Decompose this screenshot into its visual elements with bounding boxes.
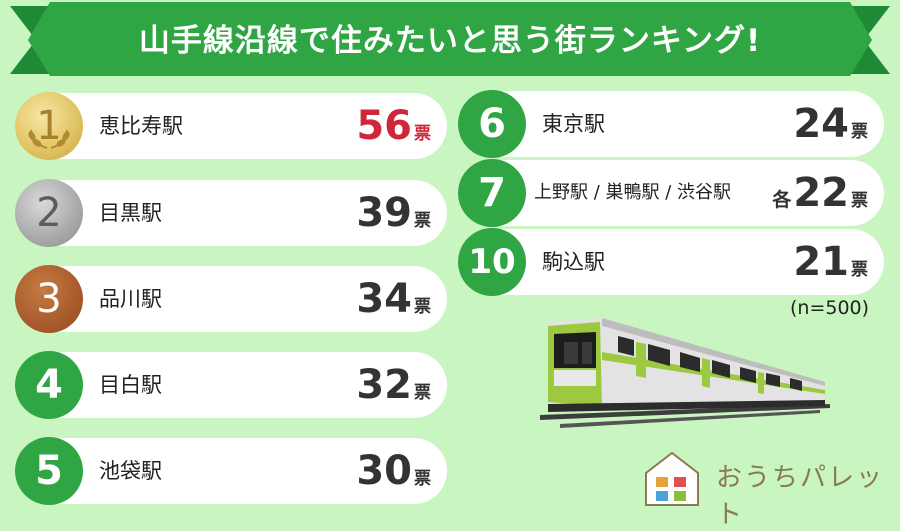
ranking-row: 10 駒込駅 21 票 xyxy=(458,228,884,296)
brand-logo: おうちパレット xyxy=(642,449,892,530)
medal-icon: 3 xyxy=(15,265,83,333)
vote-value: 34 xyxy=(356,276,412,322)
vote-count: 21 票 xyxy=(793,229,868,295)
station-name: 上野駅 / 巣鴨駅 / 渋谷駅 xyxy=(534,182,732,203)
row-background xyxy=(458,160,884,226)
ranking-row: 6 東京駅 24 票 xyxy=(458,90,884,158)
vote-unit: 票 xyxy=(851,191,868,211)
row-background xyxy=(15,180,447,246)
row-background xyxy=(15,93,447,159)
vote-value: 24 xyxy=(793,101,849,147)
rank-number: 7 xyxy=(478,170,506,216)
vote-unit: 票 xyxy=(414,297,431,317)
rank-number: 5 xyxy=(35,448,63,494)
rank-number: 2 xyxy=(36,190,62,236)
rank-badge: 5 xyxy=(15,437,83,505)
station-name: 駒込駅 xyxy=(542,250,605,274)
vote-count: 32 票 xyxy=(356,352,431,418)
rank-number: 4 xyxy=(35,362,63,408)
vote-count: 各22 票 xyxy=(772,160,868,226)
vote-unit: 票 xyxy=(414,469,431,489)
station-name: 品川駅 xyxy=(99,287,162,311)
vote-prefix: 各 xyxy=(772,189,792,211)
train-illustration xyxy=(540,318,830,428)
station-name: 池袋駅 xyxy=(99,459,162,483)
vote-unit: 票 xyxy=(414,124,431,144)
station-name: 東京駅 xyxy=(542,112,605,136)
row-background xyxy=(15,352,447,418)
station-name: 目黒駅 xyxy=(99,201,162,225)
vote-unit: 票 xyxy=(851,260,868,280)
vote-value: 56 xyxy=(356,103,412,149)
vote-count: 56 票 xyxy=(356,93,431,159)
station-name: 恵比寿駅 xyxy=(99,114,183,138)
page-title: 山手線沿線で住みたいと思う街ランキング! xyxy=(138,23,762,59)
vote-count: 39 票 xyxy=(356,180,431,246)
medal-icon: 1 xyxy=(15,92,83,160)
vote-unit: 票 xyxy=(414,211,431,231)
vote-unit: 票 xyxy=(851,122,868,142)
rank-number: 3 xyxy=(36,276,62,322)
row-background xyxy=(15,266,447,332)
house-logo-icon xyxy=(645,451,699,506)
row-background xyxy=(15,438,447,504)
ranking-row: 2 目黒駅 39 票 xyxy=(15,179,447,247)
vote-value: 21 xyxy=(793,239,849,285)
rank-badge: 6 xyxy=(458,90,526,158)
vote-unit: 票 xyxy=(414,383,431,403)
rank-badge: 4 xyxy=(15,351,83,419)
laurel-icon xyxy=(28,129,70,149)
vote-count: 34 票 xyxy=(356,266,431,332)
vote-value: 22 xyxy=(793,170,849,216)
ranking-row: 5 池袋駅 30 票 xyxy=(15,437,447,505)
ranking-row: 3 品川駅 34 票 xyxy=(15,265,447,333)
rank-number: 1 xyxy=(36,103,62,149)
vote-value: 39 xyxy=(356,190,412,236)
row-background xyxy=(458,229,884,295)
banner-ribbon-shape xyxy=(10,2,890,76)
ranking-row: 1 恵比寿駅 56 票 xyxy=(15,92,447,160)
rank-badge: 7 xyxy=(458,159,526,227)
brand-name: おうちパレット xyxy=(716,463,885,530)
medal-icon: 2 xyxy=(15,179,83,247)
vote-count: 30 票 xyxy=(356,438,431,504)
sample-size-note: (n=500) xyxy=(790,297,870,319)
vote-count: 24 票 xyxy=(793,91,868,157)
ranking-row: 4 目白駅 32 票 xyxy=(15,351,447,419)
row-background xyxy=(458,91,884,157)
rank-badge: 10 xyxy=(458,228,526,296)
ranking-row: 7 上野駅 / 巣鴨駅 / 渋谷駅 各22 票 xyxy=(458,159,884,227)
rank-number: 10 xyxy=(468,242,516,282)
vote-value: 32 xyxy=(356,362,412,408)
vote-value: 30 xyxy=(356,448,412,494)
title-banner: 山手線沿線で住みたいと思う街ランキング! xyxy=(0,0,900,80)
rank-number: 6 xyxy=(478,101,506,147)
station-name: 目白駅 xyxy=(99,373,162,397)
